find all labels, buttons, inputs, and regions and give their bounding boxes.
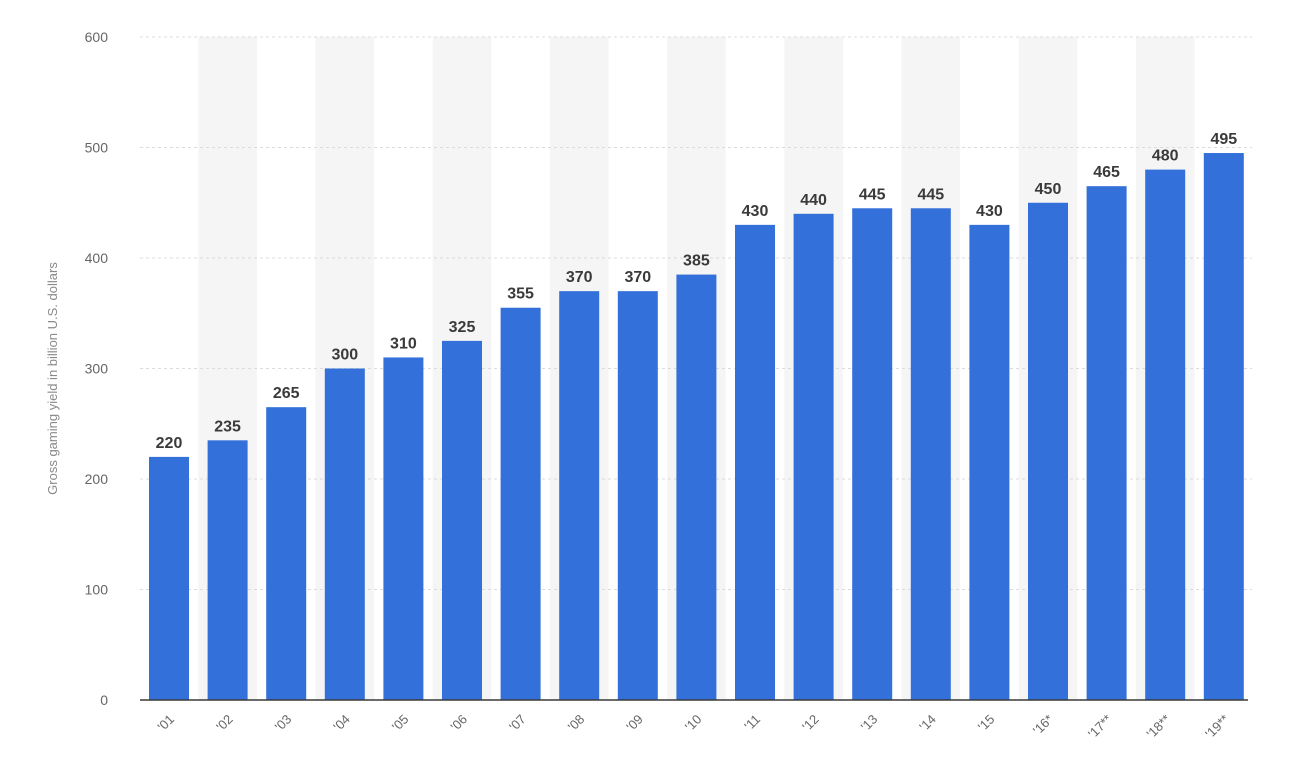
bar: [442, 340, 482, 700]
x-tick-label: '15: [975, 712, 998, 735]
y-tick-label: 500: [85, 140, 109, 156]
bar-value-label: 465: [1093, 164, 1120, 181]
x-tick-label: '12: [799, 712, 822, 735]
bar-value-label: 235: [214, 418, 241, 435]
bar: [1028, 202, 1068, 700]
x-tick-label: '09: [623, 712, 646, 735]
bar: [207, 440, 248, 700]
bar-value-label: 445: [917, 186, 944, 203]
bar-value-label: 495: [1210, 131, 1237, 148]
x-tick-label: '11: [741, 712, 763, 734]
x-tick-label: '16*: [1030, 712, 1056, 738]
bar: [617, 291, 658, 700]
y-axis-ticks: 0 100 200 300 400 500 600: [85, 29, 109, 708]
bar-value-label: 265: [273, 385, 300, 402]
bar: [266, 407, 307, 700]
x-tick-label: '01: [155, 712, 178, 735]
bar: [149, 456, 189, 700]
y-tick-label: 0: [100, 692, 108, 708]
bar: [793, 213, 834, 701]
bar-value-label: 445: [859, 186, 886, 203]
bar: [1203, 153, 1244, 700]
bar-value-label: 325: [449, 319, 476, 336]
x-tick-label: '17**: [1085, 712, 1115, 742]
bar-value-label: 220: [156, 435, 183, 452]
x-tick-label: '08: [565, 712, 588, 735]
x-tick-label: '04: [330, 712, 353, 735]
bar-value-label: 355: [507, 286, 534, 303]
y-tick-label: 400: [85, 250, 109, 266]
bars: [149, 153, 1244, 701]
x-tick-label: '05: [389, 712, 412, 735]
x-tick-label: '18**: [1144, 712, 1174, 742]
bar-value-label: 300: [331, 347, 358, 364]
x-tick-label: '14: [916, 712, 939, 735]
bar: [1086, 186, 1127, 701]
bar-value-label: 370: [624, 269, 651, 286]
bar-value-label: 385: [683, 253, 710, 270]
bar: [383, 357, 424, 700]
bar: [324, 368, 365, 700]
bar: [559, 291, 600, 700]
bar-value-labels: 220 235 265 300 310 325 355 370 370 385 430 440 445 4…: [156, 131, 1238, 452]
bar-value-label: 310: [390, 335, 417, 352]
bar: [969, 224, 1010, 700]
bar-value-label: 480: [1152, 148, 1179, 165]
y-tick-label: 600: [85, 29, 109, 45]
x-tick-label: '02: [213, 712, 236, 735]
x-tick-label: '07: [506, 712, 529, 735]
x-tick-label: '03: [272, 712, 295, 735]
bar: [910, 208, 951, 700]
bar: [500, 307, 541, 700]
bar-value-label: 450: [1035, 181, 1062, 198]
bar-value-label: 430: [742, 203, 769, 220]
bar: [1145, 169, 1186, 701]
x-tick-label: '13: [858, 712, 881, 735]
bar-value-label: 430: [976, 203, 1003, 220]
bar: [735, 224, 775, 700]
bar-value-label: 370: [566, 269, 593, 286]
x-axis-ticks: '01 '02 '03 '04 '05 '06 '07 '08 '09 '10 '11 '12 '13 '…: [155, 712, 1232, 742]
y-tick-label: 300: [85, 361, 109, 377]
y-tick-label: 200: [85, 471, 109, 487]
bar: [852, 208, 893, 700]
x-tick-label: '06: [448, 712, 471, 735]
bar: [676, 274, 717, 700]
y-tick-label: 100: [85, 582, 109, 598]
x-tick-label: '10: [682, 712, 705, 735]
y-axis-title: Gross gaming yield in billion U.S. dolla…: [45, 262, 60, 495]
x-tick-label: '19**: [1202, 712, 1232, 742]
bar-value-label: 440: [800, 192, 827, 209]
